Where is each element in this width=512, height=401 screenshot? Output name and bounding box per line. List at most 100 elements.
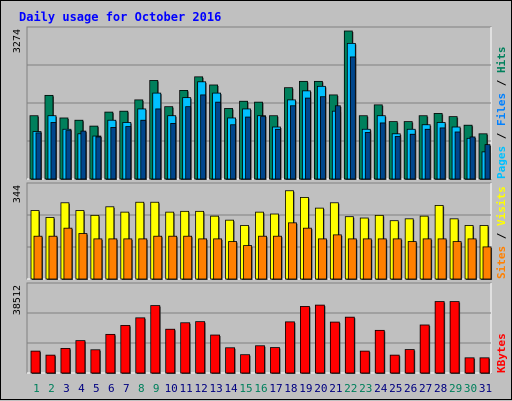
kbytes-bar <box>329 321 340 374</box>
day-label: 16 <box>254 382 267 395</box>
kbytes-bar <box>60 348 71 374</box>
sites-bar <box>108 238 118 280</box>
sites-bar <box>317 238 327 280</box>
sites-bar <box>273 235 282 280</box>
kbytes-bar <box>344 316 355 374</box>
files-bar <box>95 136 102 180</box>
day-label: 20 <box>314 382 327 395</box>
day-label: 8 <box>138 382 145 395</box>
files-bar <box>275 128 281 180</box>
files-bar <box>349 56 356 180</box>
files-bar <box>409 133 416 180</box>
files-bar <box>125 126 132 180</box>
kbytes-bar <box>314 304 325 374</box>
day-label: 18 <box>284 382 297 395</box>
day-label: 31 <box>479 382 492 395</box>
day-label: 17 <box>269 382 282 395</box>
files-bar <box>170 122 177 180</box>
files-bar <box>305 97 311 180</box>
day-label: 12 <box>195 382 208 395</box>
sites-bar <box>422 238 432 280</box>
day-label: 7 <box>123 382 130 395</box>
sites-bar <box>183 235 193 280</box>
day-label: 30 <box>464 382 477 395</box>
files-bar <box>484 144 491 180</box>
files-bar <box>80 130 87 180</box>
files-bar <box>215 101 222 180</box>
right-axis-label-visits-sites: Sites / Visits <box>495 186 508 279</box>
right-axis-label-kbytes: KBytes <box>495 333 508 373</box>
day-label: 29 <box>449 382 462 395</box>
sites-bar <box>63 227 73 280</box>
sites-bar <box>467 238 477 280</box>
files-bar <box>155 108 162 180</box>
sites-bar <box>93 238 103 280</box>
y-max-label: 38512 <box>12 285 23 315</box>
day-label: 27 <box>419 382 432 395</box>
kbytes-bar <box>389 354 400 374</box>
files-bar <box>290 105 296 180</box>
kbytes-bar <box>359 350 370 374</box>
day-label: 24 <box>374 382 388 395</box>
files-bar <box>50 122 57 180</box>
sites-bar <box>78 233 88 280</box>
legend-label-kbytes: KBytes <box>495 333 508 373</box>
files-bar <box>454 131 461 180</box>
sites-bar <box>168 235 178 280</box>
y-max-label: 344 <box>12 185 23 203</box>
kbytes-bar <box>225 347 235 374</box>
sites-bar <box>407 241 417 280</box>
day-label: 22 <box>344 382 357 395</box>
sites-bar <box>347 238 357 280</box>
day-label: 9 <box>153 382 160 395</box>
sites-bar <box>153 235 163 280</box>
day-label: 1 <box>33 382 40 395</box>
sites-bar <box>377 238 387 280</box>
sites-bar <box>332 234 342 280</box>
day-label: 19 <box>299 382 312 395</box>
files-bar <box>185 106 192 180</box>
day-label: 13 <box>209 382 222 395</box>
legend-label-pages: Pages <box>495 146 508 179</box>
sites-bar <box>452 241 462 280</box>
files-bar <box>379 122 386 180</box>
files-bar <box>319 96 326 180</box>
kbytes-bar <box>464 357 475 374</box>
day-label: 21 <box>329 382 342 395</box>
day-label: 6 <box>108 382 115 395</box>
files-bar <box>394 136 401 180</box>
kbytes-bar <box>30 350 41 374</box>
sites-bar <box>213 238 223 280</box>
files-bar <box>245 116 251 180</box>
files-bar <box>35 132 42 180</box>
legend-label-sites: Sites <box>495 246 508 279</box>
files-bar <box>200 94 207 180</box>
day-label: 23 <box>359 382 372 395</box>
y-max-label: 3274 <box>12 29 23 53</box>
kbytes-bar <box>449 301 460 374</box>
chart-title: Daily usage for October 2016 <box>19 10 221 24</box>
files-bar <box>364 132 371 180</box>
kbytes-bar <box>240 354 250 374</box>
sites-bar <box>33 235 43 280</box>
kbytes-bar <box>255 345 265 374</box>
kbytes-bar <box>90 349 101 374</box>
sites-bar <box>123 238 133 280</box>
files-bar <box>424 128 431 180</box>
day-label: 2 <box>48 382 55 395</box>
kbytes-bar <box>270 347 280 374</box>
kbytes-bar <box>45 354 56 374</box>
files-bar <box>110 127 117 180</box>
files-bar <box>140 119 147 180</box>
files-bar <box>230 124 236 180</box>
day-label: 3 <box>63 382 70 395</box>
sites-bar <box>198 238 208 280</box>
files-bar <box>334 105 341 180</box>
label-separator: / <box>495 226 508 246</box>
kbytes-bar <box>180 322 191 374</box>
kbytes-bar <box>210 334 221 374</box>
day-label: 25 <box>389 382 402 395</box>
day-label: 28 <box>434 382 447 395</box>
